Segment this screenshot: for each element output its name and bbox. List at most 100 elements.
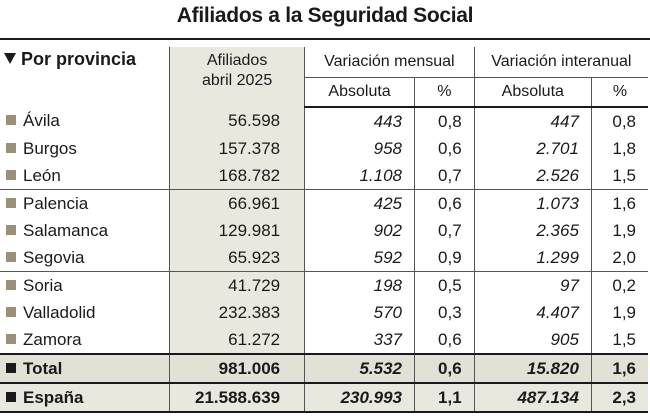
table-row: León 168.782 1.108 0,7 2.526 1,5 (0, 162, 648, 190)
table-title: Afiliados a la Seguridad Social (176, 4, 474, 27)
row-marker-icon (6, 115, 16, 125)
header-mensual-pct: % (414, 77, 475, 108)
mensual-abs-cell: 198 (304, 271, 416, 299)
mensual-pct-cell: 0,7 (414, 217, 475, 244)
header-variacion-mensual: Variación mensual (304, 47, 475, 78)
mensual-pct-cell: 0,9 (414, 244, 475, 272)
mensual-abs-cell: 958 (304, 135, 416, 162)
mensual-abs-cell: 902 (304, 217, 416, 244)
total-label: Total (23, 358, 63, 378)
province-cell: Total (0, 353, 170, 384)
province-name: León (23, 165, 61, 185)
row-marker-icon (6, 142, 16, 153)
header-provincia-label: Por provincia (21, 49, 137, 69)
interanual-abs-cell: 15.820 (474, 353, 592, 384)
table-row: Valladolid 232.383 570 0,3 4.407 1,9 (0, 299, 648, 326)
row-marker-icon (6, 224, 16, 235)
interanual-abs-cell: 2.526 (474, 162, 592, 190)
affiliates-table: Por provincia Afiliados abril 2025 Varia… (0, 47, 648, 413)
province-cell: Ávila (0, 107, 170, 135)
header-interanual-pct: % (591, 77, 648, 108)
mensual-abs-cell: 230.993 (304, 383, 416, 413)
province-cell: Valladolid (0, 299, 170, 326)
interanual-pct-cell: 0,2 (612, 275, 636, 295)
province-name: Ávila (23, 111, 60, 130)
mensual-pct-cell: 0,7 (414, 162, 475, 190)
interanual-abs-cell: 4.407 (474, 299, 592, 326)
header-variacion-interanual: Variación interanual (474, 47, 648, 78)
row-marker-icon (6, 169, 16, 180)
table-row: Soria 41.729 198 0,5 97 0,2 (0, 271, 648, 300)
interanual-pct-cell: 0,8 (612, 111, 636, 131)
interanual-pct-cell: 1,8 (612, 138, 636, 158)
row-marker-icon (6, 251, 16, 262)
province-cell: León (0, 162, 170, 190)
province-name: Salamanca (23, 220, 109, 240)
row-marker-icon (6, 197, 16, 208)
afiliados-cell: 981.006 (169, 353, 306, 384)
province-name: Zamora (23, 329, 82, 349)
interanual-abs-cell: 905 (474, 326, 592, 354)
mensual-pct-cell: 0,6 (414, 353, 475, 384)
interanual-pct-cell: 1,9 (612, 302, 636, 322)
table-row: Palencia 66.961 425 0,6 1.073 1,6 (0, 189, 648, 218)
row-marker-icon (6, 362, 16, 373)
table-row: Ávila 56.598 443 0,8 447 0,8 (0, 107, 648, 135)
afiliados-cell: 21.588.639 (169, 383, 306, 413)
province-cell: España (0, 383, 170, 413)
interanual-abs-cell: 1.299 (474, 244, 592, 272)
afiliados-cell: 41.729 (169, 271, 306, 299)
mensual-pct-cell: 1,1 (414, 383, 475, 413)
afiliados-cell: 168.782 (169, 162, 306, 190)
espana-label: España (23, 387, 84, 407)
interanual-abs-cell: 2.365 (474, 217, 592, 244)
mensual-abs-cell: 1.108 (304, 162, 416, 190)
mensual-pct-cell: 0,6 (414, 135, 475, 162)
province-cell: Palencia (0, 190, 170, 218)
province-cell: Segovia (0, 244, 170, 272)
province-cell: Zamora (0, 326, 170, 354)
afiliados-cell: 65.923 (169, 244, 306, 272)
table-row: Segovia 65.923 592 0,9 1.299 2,0 (0, 244, 648, 272)
header-afiliados: Afiliados abril 2025 (169, 47, 306, 107)
row-marker-icon (6, 306, 16, 317)
espana-row: España 21.588.639 230.993 1,1 487.134 2,… (0, 383, 648, 413)
mensual-pct-cell: 0,5 (414, 271, 475, 299)
interanual-pct-cell: 1,5 (591, 162, 648, 190)
afiliados-cell: 232.383 (169, 299, 306, 326)
interanual-pct-cell: 1,6 (591, 353, 648, 384)
mensual-pct-cell: 0,8 (414, 107, 475, 135)
province-cell: Soria (0, 272, 170, 300)
mensual-abs-cell: 425 (304, 189, 416, 217)
province-cell: Salamanca (0, 217, 170, 244)
province-name: Valladolid (23, 302, 96, 322)
interanual-pct-cell: 1,5 (612, 329, 636, 349)
afiliados-cell: 129.981 (169, 217, 306, 244)
mensual-abs-cell: 337 (304, 326, 416, 354)
afiliados-cell: 61.272 (169, 326, 306, 354)
header-afiliados-line1: Afiliados (206, 52, 268, 69)
header-mensual-absoluta: Absoluta (304, 77, 416, 108)
interanual-pct-cell: 1,9 (612, 220, 636, 240)
row-marker-icon (6, 279, 16, 290)
interanual-abs-cell: 487.134 (474, 383, 592, 413)
province-name: Segovia (23, 247, 85, 267)
interanual-pct-cell: 2,3 (591, 383, 648, 413)
province-name: Burgos (23, 138, 77, 158)
interanual-pct-cell: 2,0 (591, 244, 648, 272)
total-row: Total 981.006 5.532 0,6 15.820 1,6 (0, 353, 648, 384)
mensual-abs-cell: 570 (304, 299, 416, 326)
mensual-pct-cell: 0,3 (414, 299, 475, 326)
interanual-pct-cell: 1,6 (612, 193, 636, 213)
afiliados-cell: 56.598 (169, 107, 306, 135)
interanual-abs-cell: 1.073 (474, 189, 592, 217)
row-marker-icon (6, 333, 16, 344)
mensual-abs-cell: 5.532 (304, 353, 416, 384)
mensual-pct-cell: 0,6 (414, 189, 475, 217)
table-row: Burgos 157.378 958 0,6 2.701 1,8 (0, 135, 648, 162)
afiliados-cell: 66.961 (169, 189, 306, 217)
mensual-abs-cell: 592 (304, 244, 416, 272)
mensual-pct-cell: 0,6 (414, 326, 475, 354)
triangle-down-icon (4, 53, 16, 64)
